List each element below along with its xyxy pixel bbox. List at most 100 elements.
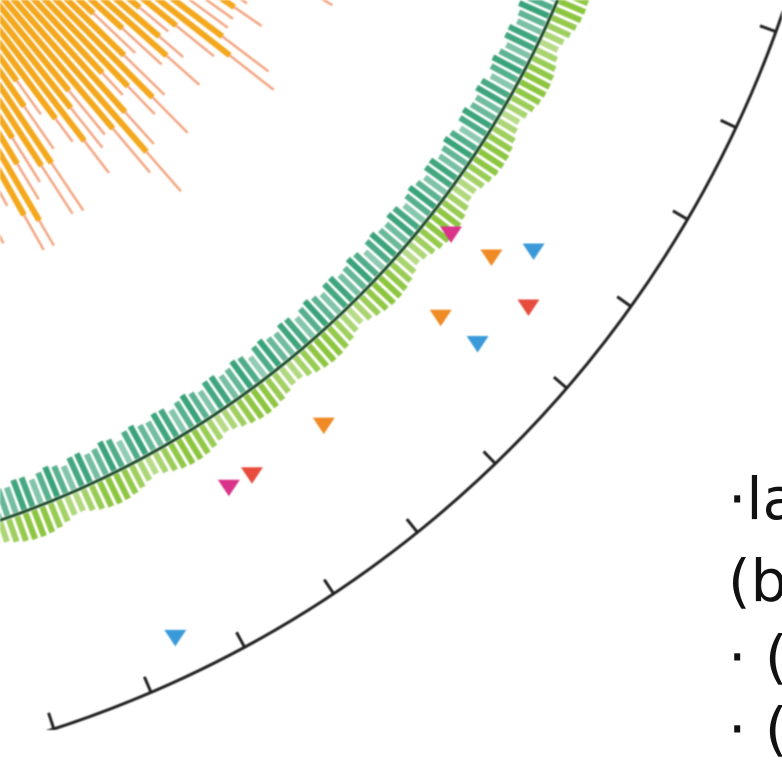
ring-segment-outer	[279, 366, 297, 386]
ring-segment-inner	[384, 221, 409, 244]
ring-segment-inner	[526, 0, 554, 11]
ring-segment-inner	[10, 478, 28, 511]
circular-genome-diagram	[0, 0, 782, 730]
ring-segment-outer	[306, 343, 330, 369]
ring-segment-inner	[273, 331, 296, 356]
ring-segment-outer	[547, 23, 572, 39]
ring-segment-outer	[47, 502, 64, 529]
scale-ticks	[47, 24, 777, 730]
caption-line-4: · (	[728, 695, 782, 763]
ring-segment-inner	[504, 31, 535, 51]
ring-segment-inner	[247, 355, 268, 379]
ring-segment-outer	[121, 468, 139, 495]
histogram-bar	[0, 1, 72, 93]
marker-blue	[466, 336, 489, 353]
ring-segment-inner	[319, 291, 342, 315]
histogram-bar	[41, 0, 131, 89]
ring-segment-outer	[572, 0, 590, 7]
ring-segment-inner	[120, 430, 141, 460]
histogram-tip	[228, 54, 275, 91]
histogram-tip	[124, 111, 155, 145]
histogram-tip	[67, 89, 106, 136]
ring-divider-line	[0, 0, 560, 522]
scale-tick	[235, 631, 246, 648]
ring-segment-inner	[449, 129, 478, 152]
caption-line-3: · (	[728, 623, 782, 691]
histogram-bar	[154, 0, 232, 58]
ring-segment-outer	[213, 414, 230, 434]
ring-segment-outer	[320, 331, 344, 357]
ring-segment-outer	[113, 472, 131, 501]
ring-segment-outer	[554, 6, 583, 24]
ring-segment-inner	[402, 202, 426, 224]
inner-green-ring	[0, 0, 556, 519]
marker-orange	[312, 417, 335, 435]
ring-segment-outer	[221, 409, 238, 430]
ring-segment-inner	[158, 408, 180, 438]
orange-histogram	[0, 0, 334, 251]
ring-segment-outer	[436, 206, 462, 229]
marker-magenta	[217, 479, 240, 497]
ring-segment-inner	[369, 231, 398, 258]
ring-segment-inner	[377, 227, 403, 251]
ring-segment-outer	[514, 87, 542, 106]
histogram-tip	[187, 0, 229, 29]
histogram-tip	[165, 54, 201, 86]
ring-segment-inner	[458, 125, 483, 144]
ring-segment-inner	[97, 440, 117, 472]
scale-tick	[142, 676, 153, 694]
ring-segment-inner	[66, 456, 85, 488]
histogram-tip	[239, 0, 248, 5]
histogram-bar	[10, 0, 149, 154]
ring-segment-inner	[504, 41, 531, 59]
histogram-bar	[20, 0, 128, 115]
ring-segment-outer	[487, 133, 513, 153]
ring-segment-inner	[276, 322, 302, 351]
ring-segment-inner	[188, 391, 210, 420]
ring-segment-outer	[441, 199, 466, 220]
ring-segment-outer	[97, 480, 115, 508]
ring-segment-outer	[152, 451, 169, 474]
ring-segment-inner	[337, 273, 361, 297]
ring-segment-outer	[352, 300, 373, 321]
ring-segment-outer	[160, 447, 178, 472]
histogram-tip	[175, 24, 215, 58]
ring-segment-outer	[31, 509, 47, 538]
histogram-tip	[101, 72, 124, 96]
ring-segment-inner	[458, 115, 488, 137]
ring-segment-outer	[492, 125, 516, 144]
ring-segment-outer	[510, 94, 535, 113]
outer-green-ring	[0, 0, 590, 543]
ring-segment-inner	[515, 18, 543, 35]
ring-segment-inner	[517, 9, 547, 27]
ring-segment-outer	[250, 388, 273, 415]
ring-segment-inner	[266, 336, 289, 362]
marker-magenta	[440, 226, 463, 244]
histogram-tip	[38, 219, 55, 247]
ring-segment-outer	[333, 319, 355, 342]
ring-segment-outer	[482, 140, 510, 161]
ring-segment-outer	[191, 428, 211, 455]
outer-scale-arc	[45, 9, 782, 730]
ring-segment-outer	[531, 55, 557, 72]
ring-segment-inner	[475, 84, 506, 106]
histogram-tip	[92, 12, 137, 54]
ring-segment-outer	[339, 313, 359, 333]
ring-segment-outer	[168, 442, 187, 469]
ring-segment-inner	[3, 486, 19, 514]
ring-segment-outer	[137, 460, 153, 482]
histogram-bar	[63, 0, 127, 58]
histogram-tip	[221, 35, 270, 73]
ring-segment-outer	[506, 102, 528, 119]
ring-segment-outer	[457, 178, 477, 195]
ring-segment-outer	[558, 0, 587, 15]
ring-segment-inner	[91, 447, 109, 476]
ring-segment-inner	[137, 423, 157, 452]
ring-segment-outer	[88, 484, 106, 510]
histogram-tip	[123, 54, 166, 96]
ring-segment-outer	[390, 262, 413, 284]
ring-segment-outer	[384, 268, 408, 292]
ring-segment-inner	[74, 452, 93, 484]
histogram-tip	[50, 162, 85, 212]
marker-red	[517, 299, 540, 316]
